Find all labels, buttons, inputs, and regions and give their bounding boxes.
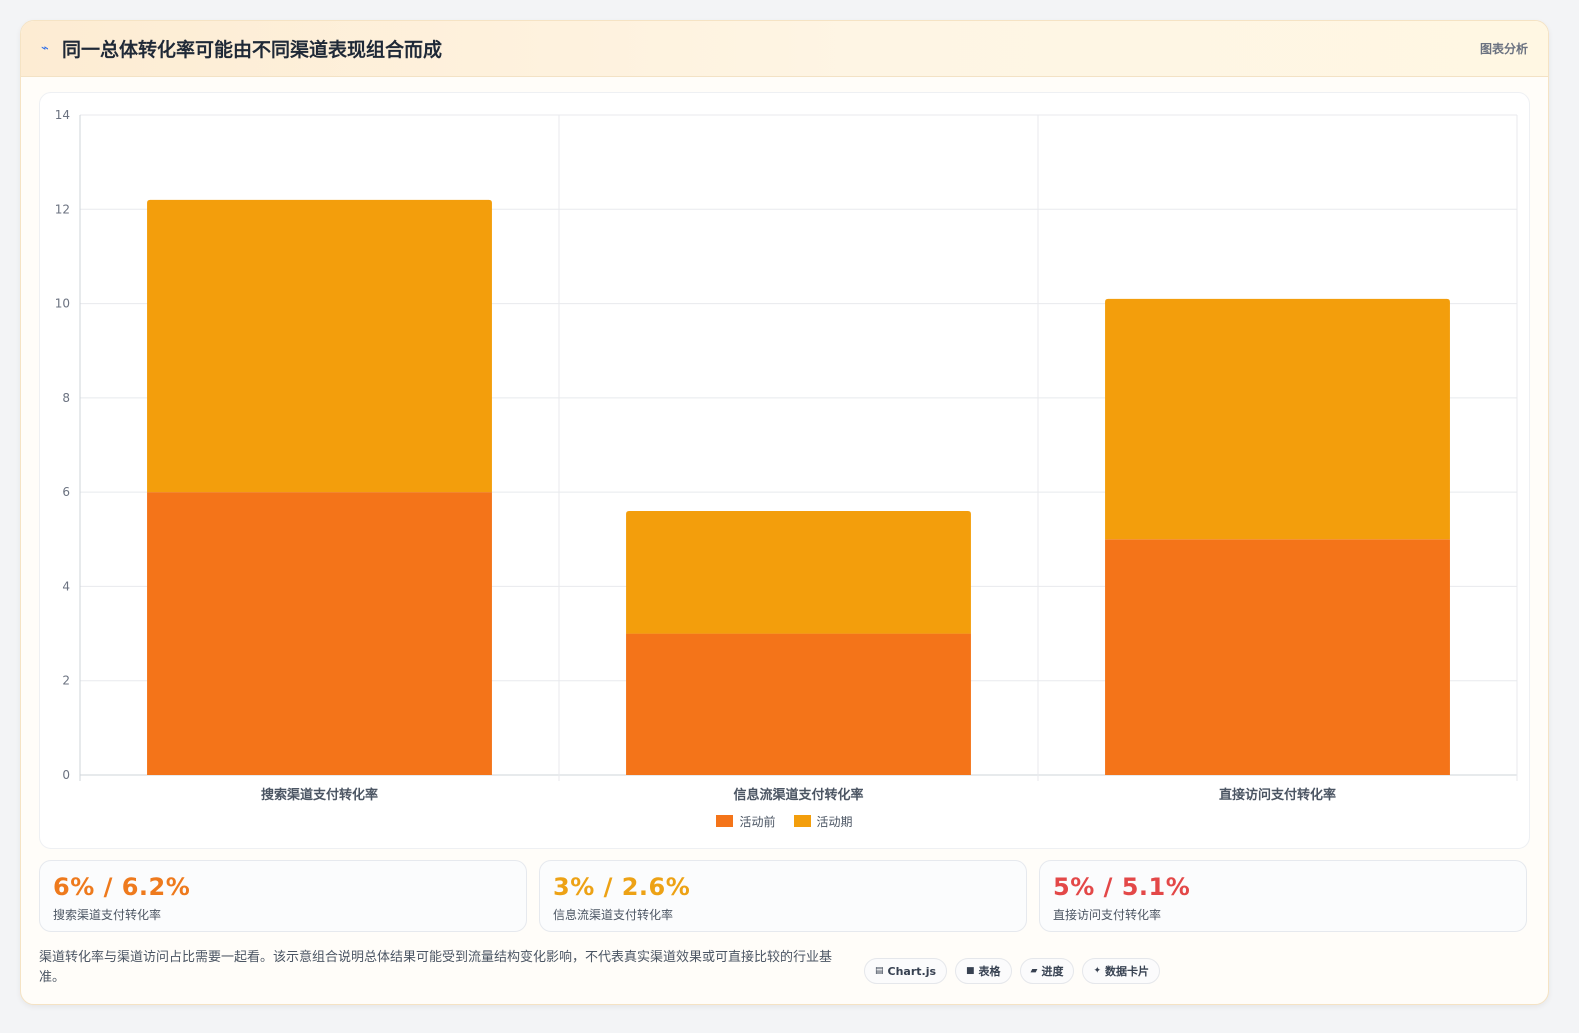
bar-segment-during <box>626 511 971 634</box>
chip-label: Chart.js <box>887 964 937 978</box>
chip-table[interactable]: ■ 表格 <box>955 958 1012 984</box>
x-tick-label: 搜索渠道支付转化率 <box>261 787 378 803</box>
stat-value-feed: 3% / 2.6% <box>553 873 691 901</box>
bar-segment-during <box>1105 298 1450 540</box>
chip-label: 进度 <box>1041 965 1064 978</box>
y-tick-label: 12 <box>55 202 70 216</box>
y-tick-label: 6 <box>62 485 70 499</box>
table-icon: ■ <box>966 966 975 976</box>
card-title: 同一总体转化率可能由不同渠道表现组合而成 <box>62 39 443 61</box>
y-tick-label: 2 <box>62 674 70 688</box>
stat-value-search: 6% / 6.2% <box>53 873 191 901</box>
y-tick-label: 8 <box>62 391 70 405</box>
y-tick-label: 0 <box>62 768 70 782</box>
y-tick-label: 10 <box>55 297 70 311</box>
tech-chips: ▤ Chart.js ■ 表格 ▰ 进度 ✦ 数据卡片 <box>864 958 1161 986</box>
chip-label: 表格 <box>978 965 1001 978</box>
legend-item-during[interactable]: 活动期 <box>793 813 853 830</box>
chart-legend: 活动前 活动期 <box>40 812 1529 830</box>
progress-icon: ▰ <box>1030 966 1038 976</box>
sparkle-icon: ✦ <box>1093 966 1102 976</box>
legend-label-during: 活动期 <box>816 814 853 829</box>
y-tick-label: 4 <box>62 579 70 593</box>
chip-data-card[interactable]: ✦ 数据卡片 <box>1082 958 1161 984</box>
x-tick-label: 直接访问支付转化率 <box>1219 787 1336 803</box>
chip-chartjs[interactable]: ▤ Chart.js <box>864 958 948 984</box>
y-tick-label: 14 <box>55 108 70 122</box>
chip-label: 数据卡片 <box>1105 965 1150 978</box>
legend-item-before[interactable]: 活动前 <box>716 813 776 830</box>
chart-icon: ▤ <box>875 966 884 976</box>
stat-value-direct: 5% / 5.1% <box>1053 873 1191 901</box>
bar-segment-before <box>626 633 971 775</box>
stat-cards: 6% / 6.2% 搜索渠道支付转化率 3% / 2.6% 信息流渠道支付转化率… <box>39 860 1528 932</box>
legend-swatch-during <box>793 815 811 827</box>
card-header: ⌁ 同一总体转化率可能由不同渠道表现组合而成 图表分析 <box>21 21 1548 77</box>
stat-card-feed: 3% / 2.6% 信息流渠道支付转化率 <box>539 860 1027 932</box>
stat-label-direct: 直接访问支付转化率 <box>1053 908 1162 922</box>
stat-label-search: 搜索渠道支付转化率 <box>53 908 162 922</box>
trend-line-icon: ⌁ <box>41 41 49 56</box>
chip-progress[interactable]: ▰ 进度 <box>1019 958 1075 984</box>
x-tick-label: 信息流渠道支付转化率 <box>733 787 863 803</box>
chart-panel: 0 2 4 6 8 10 12 14 搜索渠道支付转化率 信息流渠道支付转化率 直接访问支付转化率 … <box>39 92 1530 849</box>
legend-label-before: 活动前 <box>739 814 776 829</box>
bar-segment-before <box>147 492 492 775</box>
stacked-bar-chart: 0 2 4 6 8 10 12 14 搜索渠道支付转化率 信息流渠道支付转化率 直接访问支付转化率 <box>55 108 1518 803</box>
stat-card-search: 6% / 6.2% 搜索渠道支付转化率 <box>39 860 527 932</box>
chart-footnote: 渠道转化率与渠道访问占比需要一起看。该示意组合说明总体结果可能受到流量结构变化影… <box>39 950 833 985</box>
bar-segment-during <box>147 199 492 493</box>
header-tag: 图表分析 <box>1479 42 1528 56</box>
bar-segment-before <box>1105 539 1450 775</box>
legend-swatch-before <box>716 815 734 827</box>
chart-card: ⌁ 同一总体转化率可能由不同渠道表现组合而成 图表分析 0 2 4 6 8 10 12 14 搜… <box>20 20 1549 1005</box>
stat-card-direct: 5% / 5.1% 直接访问支付转化率 <box>1039 860 1527 932</box>
stat-label-feed: 信息流渠道支付转化率 <box>553 908 674 922</box>
